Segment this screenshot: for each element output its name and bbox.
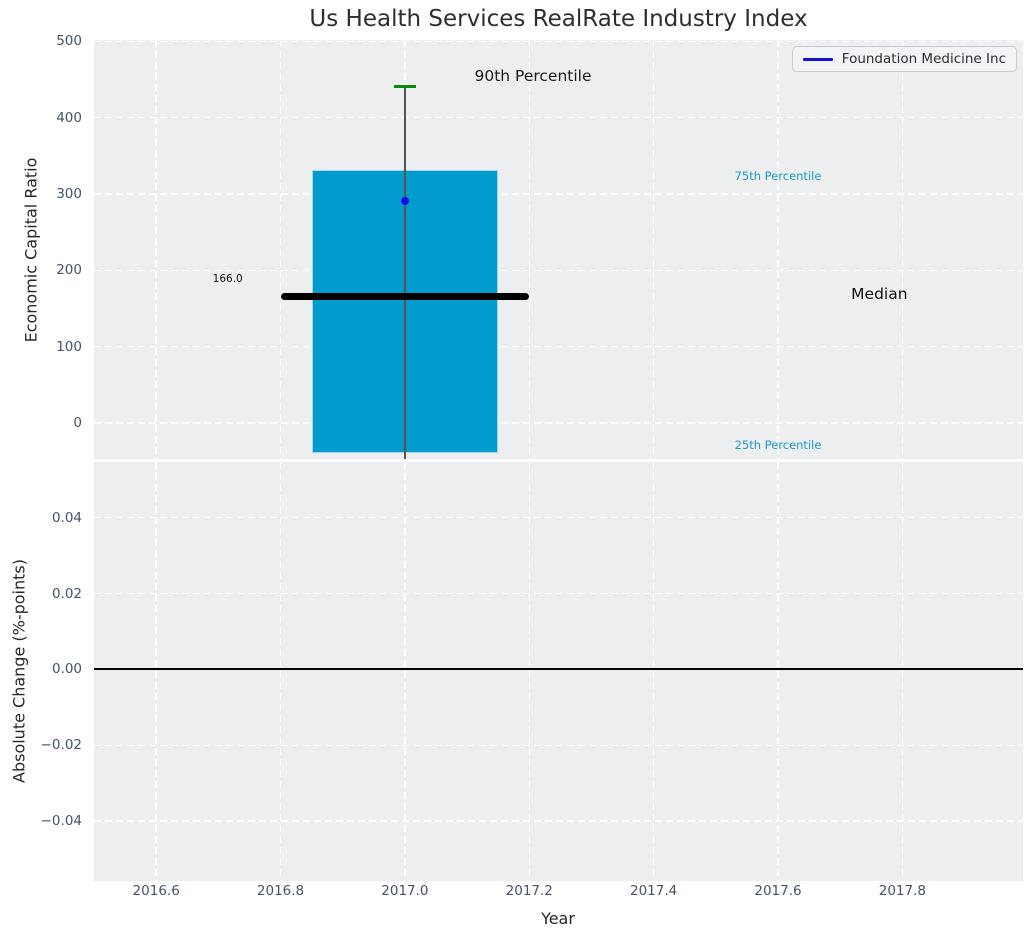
annotation-25th-percentile: 25th Percentile xyxy=(734,438,822,453)
gridline-vertical xyxy=(279,40,282,459)
y-tick-label: 500 xyxy=(56,33,82,50)
gridline-vertical xyxy=(155,462,157,881)
gridline-vertical xyxy=(777,462,779,881)
gridline-horizontal xyxy=(94,820,1023,822)
x-tick-label: 2017.2 xyxy=(505,883,553,899)
gridline-horizontal xyxy=(94,193,1023,195)
x-tick-label: 2017.4 xyxy=(630,883,678,899)
gridline-vertical xyxy=(652,462,655,881)
whisker-line xyxy=(404,86,406,459)
annotation-median: Median xyxy=(851,284,908,303)
y-tick-label: 300 xyxy=(56,186,82,202)
y-tick-label: 100 xyxy=(56,338,82,355)
gridline-horizontal xyxy=(94,422,1023,424)
gridline-horizontal xyxy=(94,40,1023,43)
gridline-vertical xyxy=(528,462,530,881)
gridline-horizontal xyxy=(94,116,1023,119)
plot-area-top: Foundation Medicine Inc 90th Percentile 7… xyxy=(94,40,1023,459)
y-tick-label: 200 xyxy=(56,262,82,279)
y-axis-label-economic-capital-ratio: Economic Capital Ratio xyxy=(21,157,41,343)
x-axis-label-year: Year xyxy=(541,909,575,928)
zero-line xyxy=(94,668,1023,671)
gridline-vertical xyxy=(777,40,779,459)
legend-label: Foundation Medicine Inc xyxy=(841,51,1006,67)
annotation-166-0: 166.0 xyxy=(212,273,243,286)
gridline-vertical xyxy=(279,462,282,881)
y-axis-label-absolute-change: Absolute Change (%-points) xyxy=(9,559,29,783)
gridline-horizontal xyxy=(94,592,1023,595)
gridline-vertical xyxy=(901,462,904,881)
y-tick-label: 400 xyxy=(56,109,82,126)
annotation-75th-percentile: 75th Percentile xyxy=(734,168,822,183)
gridline-horizontal xyxy=(94,269,1023,272)
legend: Foundation Medicine Inc xyxy=(791,46,1017,72)
gridline-horizontal xyxy=(94,345,1023,348)
y-tick-label: 0.04 xyxy=(51,509,82,526)
x-tick-label: 2016.6 xyxy=(132,883,180,899)
median-line xyxy=(280,292,530,300)
plot-area-bottom xyxy=(94,462,1023,881)
x-tick-label: 2017.0 xyxy=(381,883,429,899)
gridline-vertical xyxy=(155,40,157,459)
y-tick-label: 0.00 xyxy=(51,661,82,678)
gridline-horizontal xyxy=(94,517,1023,519)
y-tick-label: 0.02 xyxy=(51,585,82,602)
x-tick-label: 2017.6 xyxy=(754,883,802,899)
annotation-90th-percentile: 90th Percentile xyxy=(474,66,592,85)
x-tick-label: 2017.8 xyxy=(878,883,926,899)
gridline-vertical xyxy=(652,40,655,459)
gridline-vertical xyxy=(901,40,904,459)
legend-line-icon xyxy=(802,57,833,61)
whisker-cap-90th-percentile-icon xyxy=(393,84,416,89)
gridline-vertical xyxy=(528,40,530,459)
y-tick-label: 0 xyxy=(73,414,82,431)
x-tick-label: 2016.8 xyxy=(256,883,305,899)
y-tick-label: −0.04 xyxy=(40,813,82,830)
gridline-horizontal xyxy=(94,744,1023,746)
gridline-vertical xyxy=(404,462,406,881)
company-data-point xyxy=(400,196,409,205)
y-tick-label: −0.02 xyxy=(40,737,82,754)
chart-title: Us Health Services RealRate Industry Ind… xyxy=(309,6,808,32)
